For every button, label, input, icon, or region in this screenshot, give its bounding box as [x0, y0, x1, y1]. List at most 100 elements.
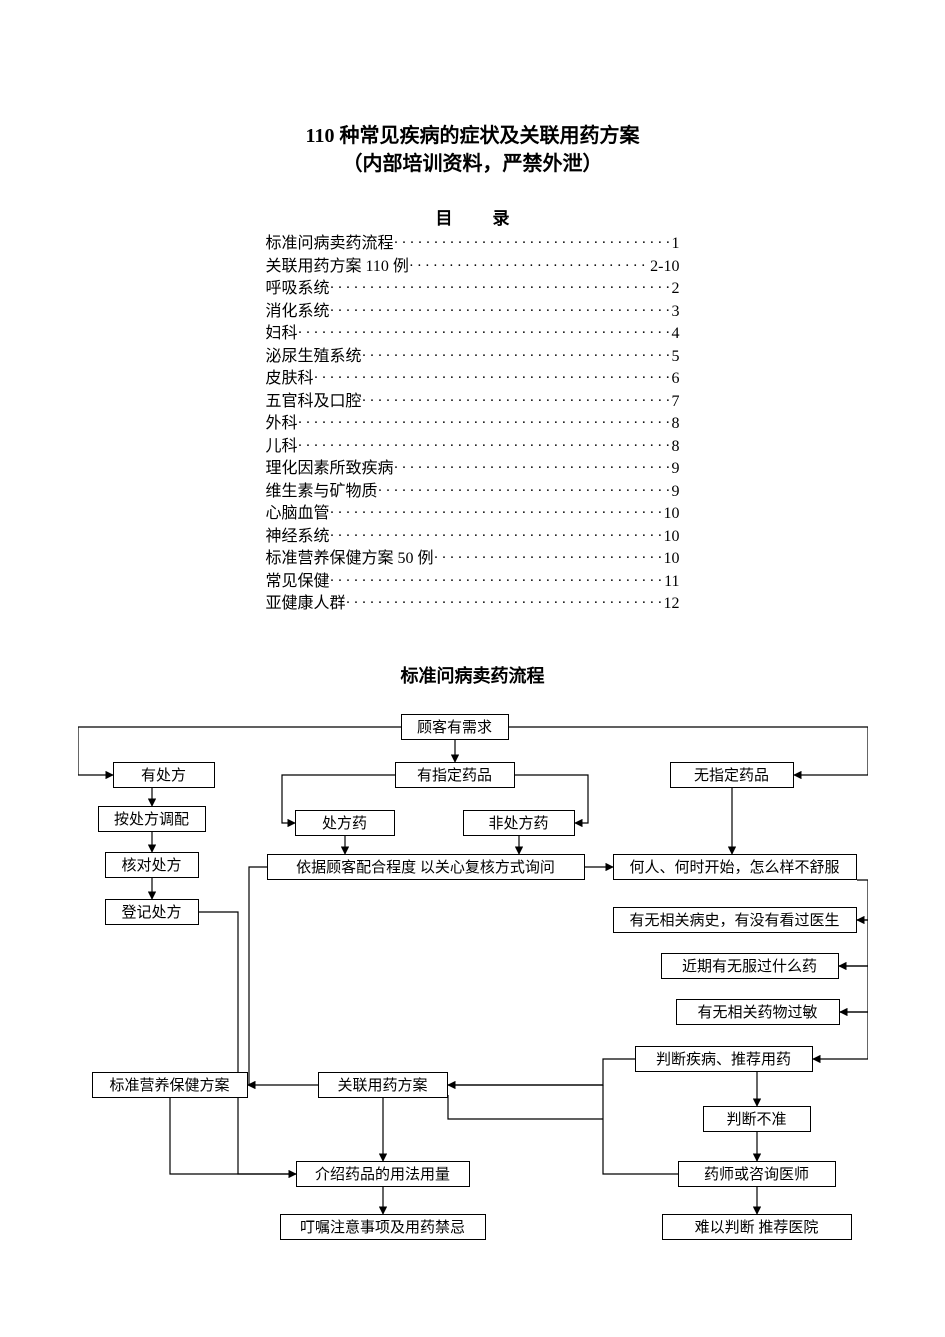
toc-leader-dots: ········································… [314, 367, 672, 390]
flowchart-edge [448, 1095, 603, 1119]
toc-page-number: 9 [672, 481, 680, 504]
flowchart-node: 介绍药品的用法用量 [296, 1161, 470, 1187]
flowchart-node: 有无相关病史，有没有看过医生 [613, 907, 857, 933]
flowchart-node: 处方药 [295, 810, 395, 836]
toc-row: 常见保健 ···································… [266, 571, 680, 594]
toc-page-number: 12 [664, 593, 680, 616]
toc-label: 常见保健 [266, 571, 330, 594]
toc-row: 五官科及口腔 ·································… [266, 391, 680, 414]
toc-leader-dots: ········································… [298, 412, 672, 435]
toc-row: 儿科 ·····································… [266, 436, 680, 459]
toc-page-number: 10 [664, 526, 680, 549]
flowchart-node: 近期有无服过什么药 [661, 953, 839, 979]
flowchart-node: 无指定药品 [670, 762, 794, 788]
flowchart-node: 药师或咨询医师 [678, 1161, 836, 1187]
toc-row: 妇科 ·····································… [266, 323, 680, 346]
table-of-contents: 标准问病卖药流程 ·······························… [266, 233, 680, 616]
toc-label: 关联用药方案 110 例 [266, 256, 409, 279]
flowchart-edge [857, 880, 868, 920]
toc-label: 神经系统 [266, 526, 330, 549]
flowchart-node: 判断疾病、推荐用药 [635, 1046, 813, 1072]
toc-leader-dots: ········································… [330, 570, 665, 593]
toc-row: 维生素与矿物质 ································… [266, 481, 680, 504]
toc-leader-dots: ········································… [362, 390, 672, 413]
toc-leader-dots: ········································… [330, 502, 664, 525]
toc-leader-dots: ········································… [298, 322, 672, 345]
title-line-2: （内部培训资料，严禁外泄） [0, 150, 945, 178]
toc-label: 妇科 [266, 323, 298, 346]
toc-heading: 目录 [0, 204, 945, 229]
flowchart-edge [199, 912, 296, 1174]
flowchart-edge [603, 1085, 678, 1174]
toc-leader-dots: ········································… [409, 255, 650, 278]
flowchart-node: 依据顾客配合程度 以关心复核方式询问 [267, 854, 585, 880]
toc-label: 理化因素所致疾病 [266, 458, 394, 481]
toc-page-number: 2 [672, 278, 680, 301]
toc-leader-dots: ········································… [330, 525, 664, 548]
toc-label: 泌尿生殖系统 [266, 346, 362, 369]
flowchart-node: 登记处方 [105, 899, 199, 925]
toc-leader-dots: ········································… [434, 547, 664, 570]
flowchart-edge [839, 966, 868, 1012]
toc-page-number: 9 [672, 458, 680, 481]
document-title: 110 种常见疾病的症状及关联用药方案 （内部培训资料，严禁外泄） [0, 0, 945, 178]
flowchart-edge [170, 1098, 296, 1174]
toc-label: 亚健康人群 [266, 593, 346, 616]
flowchart-node: 有无相关药物过敏 [676, 999, 840, 1025]
toc-label: 标准问病卖药流程 [266, 233, 394, 256]
toc-page-number: 1 [672, 233, 680, 256]
flowchart-node: 难以判断 推荐医院 [662, 1214, 852, 1240]
flowchart-node: 何人、何时开始，怎么样不舒服 [613, 854, 857, 880]
toc-label: 维生素与矿物质 [266, 481, 378, 504]
toc-page-number: 10 [664, 503, 680, 526]
toc-row: 亚健康人群 ··································… [266, 593, 680, 616]
toc-page-number: 8 [672, 436, 680, 459]
flowchart-node: 按处方调配 [98, 806, 206, 832]
toc-row: 皮肤科 ····································… [266, 368, 680, 391]
toc-leader-dots: ········································… [378, 480, 672, 503]
flowchart-node: 有指定药品 [395, 762, 515, 788]
flowchart-edge [248, 867, 267, 1085]
toc-page-number: 6 [672, 368, 680, 391]
toc-leader-dots: ········································… [330, 277, 672, 300]
flowchart-node: 核对处方 [105, 852, 199, 878]
toc-label: 消化系统 [266, 301, 330, 324]
toc-leader-dots: ········································… [394, 232, 672, 255]
toc-label: 呼吸系统 [266, 278, 330, 301]
toc-row: 标准营养保健方案 50 例 ··························… [266, 548, 680, 571]
toc-label: 心脑血管 [266, 503, 330, 526]
toc-row: 关联用药方案 110 例 ···························… [266, 256, 680, 279]
flowchart-title: 标准问病卖药流程 [0, 662, 945, 688]
toc-row: 呼吸系统 ···································… [266, 278, 680, 301]
toc-label: 五官科及口腔 [266, 391, 362, 414]
toc-row: 心脑血管 ···································… [266, 503, 680, 526]
toc-page-number: 3 [672, 301, 680, 324]
toc-leader-dots: ········································… [394, 457, 672, 480]
toc-row: 标准问病卖药流程 ·······························… [266, 233, 680, 256]
page: 110 种常见疾病的症状及关联用药方案 （内部培训资料，严禁外泄） 目录 标准问… [0, 0, 945, 1337]
flowchart-node: 有处方 [113, 762, 215, 788]
toc-row: 泌尿生殖系统 ·································… [266, 346, 680, 369]
toc-row: 神经系统 ···································… [266, 526, 680, 549]
toc-leader-dots: ········································… [298, 435, 672, 458]
toc-label: 皮肤科 [266, 368, 314, 391]
toc-label: 外科 [266, 413, 298, 436]
flowchart-edges [78, 714, 868, 1274]
flowchart-node: 判断不准 [703, 1106, 811, 1132]
toc-leader-dots: ········································… [362, 345, 672, 368]
toc-row: 理化因素所致疾病 ·······························… [266, 458, 680, 481]
title-line-1: 110 种常见疾病的症状及关联用药方案 [0, 122, 945, 150]
toc-page-number: 7 [672, 391, 680, 414]
toc-page-number: 5 [672, 346, 680, 369]
toc-page-number: 2-10 [650, 256, 679, 279]
toc-label: 儿科 [266, 436, 298, 459]
toc-page-number: 11 [664, 571, 679, 594]
flowchart-edge [448, 1059, 635, 1085]
flowchart-node: 叮嘱注意事项及用药禁忌 [280, 1214, 486, 1240]
toc-leader-dots: ········································… [330, 300, 672, 323]
flowchart-node: 顾客有需求 [401, 714, 509, 740]
toc-row: 外科 ·····································… [266, 413, 680, 436]
toc-page-number: 8 [672, 413, 680, 436]
toc-leader-dots: ········································… [346, 592, 664, 615]
flowchart-node: 标准营养保健方案 [92, 1072, 248, 1098]
